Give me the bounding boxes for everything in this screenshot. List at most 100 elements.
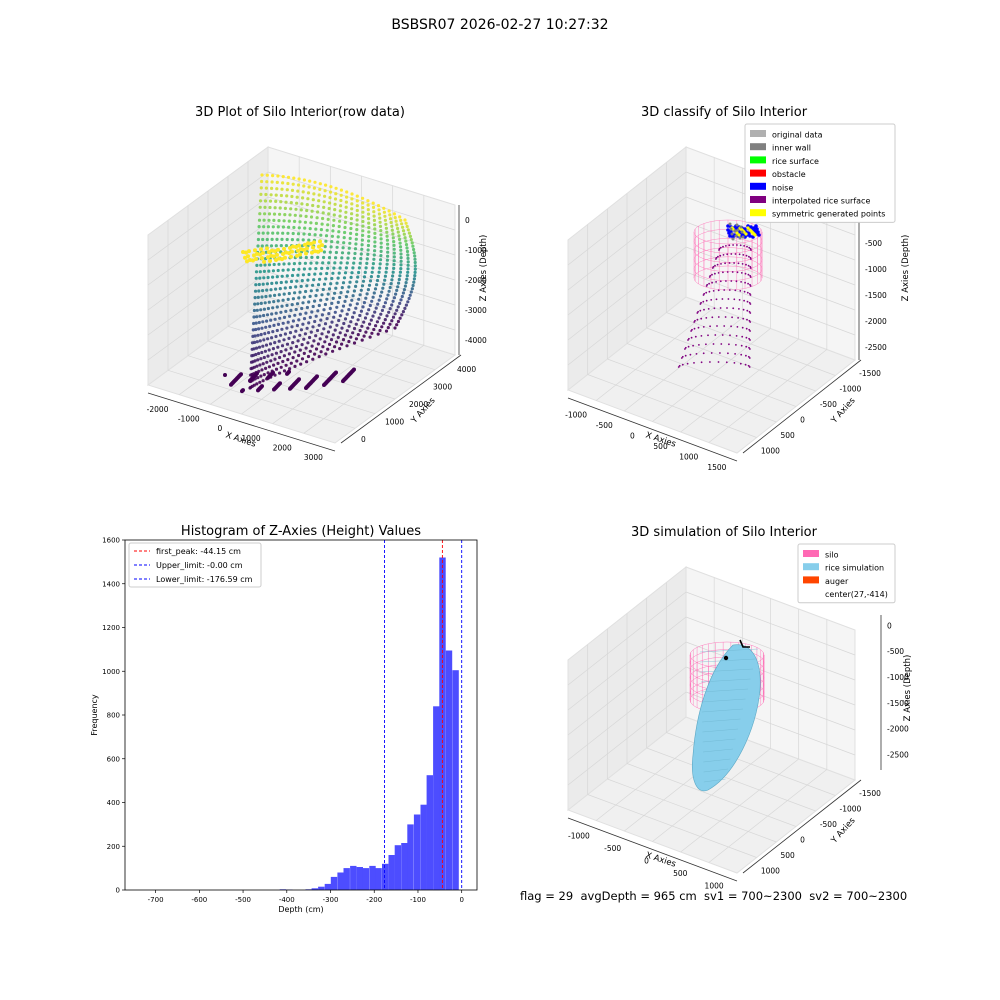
scatter-point bbox=[256, 295, 260, 299]
x-axis-line bbox=[147, 392, 336, 452]
scatter-point bbox=[378, 216, 382, 220]
scatter-point bbox=[293, 219, 297, 223]
scatter-point bbox=[304, 346, 308, 350]
interpolated-point bbox=[694, 335, 697, 338]
scatter-point bbox=[259, 192, 263, 196]
scatter-point bbox=[284, 200, 288, 204]
interpolated-point bbox=[749, 330, 751, 332]
scatter-point bbox=[267, 269, 271, 273]
scatter-point bbox=[254, 283, 258, 287]
scatter-point bbox=[310, 250, 314, 255]
noise-point bbox=[749, 225, 753, 229]
scatter-point bbox=[258, 380, 262, 384]
x-tick-label: -600 bbox=[191, 896, 207, 904]
scatter-point bbox=[307, 321, 311, 325]
scatter-point bbox=[291, 182, 295, 186]
scatter-point bbox=[265, 246, 269, 251]
scatter-point bbox=[280, 274, 284, 278]
scatter-point bbox=[285, 188, 289, 192]
scatter-point bbox=[345, 312, 349, 316]
scatter-point bbox=[276, 361, 280, 365]
scatter-point bbox=[335, 305, 339, 309]
legend-label: obstacle bbox=[772, 170, 806, 179]
scatter-point bbox=[306, 241, 310, 246]
interpolated-point bbox=[724, 316, 727, 318]
scatter-point bbox=[285, 194, 289, 198]
scatter-point bbox=[392, 251, 396, 255]
scatter-point bbox=[358, 293, 362, 297]
y-tick-label: 1600 bbox=[102, 537, 120, 545]
scatter-point bbox=[392, 212, 396, 216]
scatter-point bbox=[272, 262, 276, 267]
silo-wireframe bbox=[693, 219, 763, 291]
scatter-point bbox=[316, 342, 320, 346]
interpolated-point bbox=[730, 325, 732, 328]
scatter-point bbox=[394, 292, 398, 296]
histogram-bar bbox=[311, 888, 318, 891]
interpolated-point bbox=[735, 280, 738, 283]
scatter-point bbox=[308, 179, 312, 183]
scatter-point bbox=[276, 231, 280, 235]
legend-swatch bbox=[803, 550, 819, 557]
scatter-point bbox=[329, 282, 333, 286]
scatter-point bbox=[261, 379, 265, 383]
x-axis-label: X Axies bbox=[644, 850, 677, 869]
rice-mesh bbox=[699, 648, 759, 783]
scatter-point bbox=[359, 252, 363, 256]
scatter-point bbox=[401, 225, 405, 229]
scatter-point bbox=[395, 223, 399, 227]
scatter-point bbox=[261, 231, 265, 235]
scatter-point bbox=[364, 266, 368, 270]
scatter-point bbox=[260, 350, 264, 355]
scatter-point bbox=[307, 272, 311, 277]
scatter-point bbox=[275, 180, 279, 184]
scatter-point bbox=[350, 298, 354, 302]
interpolated-point bbox=[741, 335, 744, 338]
x-tick-label: -200 bbox=[366, 896, 382, 904]
interpolated-point bbox=[747, 264, 750, 267]
scatter-point bbox=[266, 225, 270, 229]
scatter-point bbox=[314, 314, 318, 318]
scatter-point bbox=[333, 197, 338, 201]
y-tick-label: 500 bbox=[781, 851, 796, 860]
scatter-point bbox=[267, 263, 272, 267]
scatter-point bbox=[273, 341, 277, 345]
scatter-point bbox=[347, 339, 351, 344]
scatter-point bbox=[344, 200, 348, 204]
scatter-point bbox=[336, 235, 340, 239]
interpolated-point bbox=[705, 291, 708, 294]
z-tick-label: -4000 bbox=[465, 336, 487, 345]
interpolated-point bbox=[730, 253, 733, 255]
scatter-point bbox=[351, 266, 355, 270]
scatter-point bbox=[257, 345, 262, 349]
scatter-point bbox=[413, 264, 417, 268]
scatter-point bbox=[377, 316, 381, 320]
histogram-bar bbox=[407, 824, 414, 890]
symmetric-point bbox=[737, 233, 741, 237]
scatter-point bbox=[295, 302, 300, 306]
scatter-point bbox=[382, 210, 386, 214]
scatter-point bbox=[367, 217, 371, 221]
scatter-point bbox=[285, 342, 290, 346]
y-tick-label: 500 bbox=[781, 431, 796, 440]
x-axis-line bbox=[567, 397, 738, 462]
scatter-point bbox=[296, 339, 300, 343]
interpolated-point bbox=[686, 362, 689, 365]
scatter-point bbox=[298, 252, 302, 257]
x-tick-label: -700 bbox=[148, 896, 164, 904]
interpolated-point bbox=[705, 299, 708, 302]
scatter-point bbox=[309, 330, 313, 334]
scatter-point bbox=[387, 289, 391, 293]
scatter-point bbox=[412, 251, 416, 255]
scatter-point bbox=[265, 180, 269, 184]
scatter-point bbox=[257, 282, 261, 287]
scatter-point bbox=[264, 294, 268, 299]
scatter-point bbox=[292, 335, 296, 339]
scatter-point bbox=[282, 315, 287, 319]
scatter-point bbox=[372, 218, 376, 222]
scatter-point bbox=[280, 257, 284, 262]
interpolated-point bbox=[724, 262, 726, 265]
scatter-point bbox=[253, 289, 258, 293]
interpolated-point bbox=[731, 316, 733, 319]
interpolated-point bbox=[713, 307, 716, 310]
